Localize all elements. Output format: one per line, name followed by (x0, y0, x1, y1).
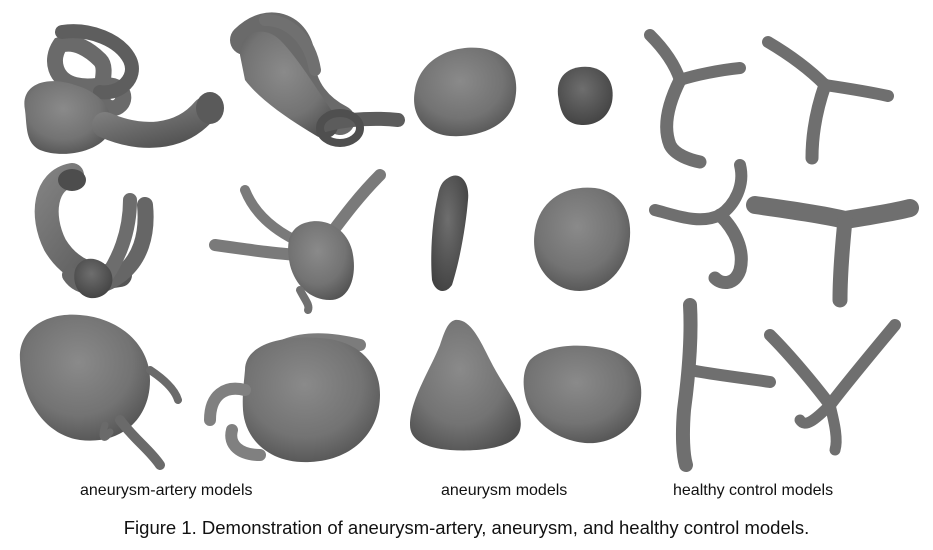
healthy-control-model-2 (762, 36, 894, 165)
aneurysm-artery-model-6 (204, 333, 380, 463)
aneurysm-label: aneurysm models (441, 482, 568, 499)
healthy-control-model-1 (644, 29, 746, 169)
aneurysm-artery-model-3 (34, 163, 154, 299)
aneurysm-artery-model-2 (230, 12, 405, 147)
healthy-control-model-5 (675, 298, 776, 472)
aneurysm-artery-label: aneurysm-artery models (80, 482, 253, 499)
aneurysm-model-3 (431, 175, 469, 292)
aneurysm-model-4 (534, 187, 631, 291)
healthy-control-model-6 (764, 319, 901, 456)
aneurysm-model-6 (523, 345, 642, 444)
healthy-control-model-3 (649, 159, 748, 289)
aneurysm-model-2 (557, 66, 613, 126)
aneurysm-model-5 (410, 319, 521, 451)
healthy-control-model-4 (746, 196, 919, 308)
aneurysm-artery-model-5 (19, 314, 182, 470)
healthy-control-label: healthy control models (673, 482, 834, 499)
aneurysm-model-1 (414, 47, 517, 137)
aneurysm-artery-model-4 (209, 169, 386, 314)
figure-caption: Figure 1. Demonstration of aneurysm-arte… (123, 517, 810, 538)
aneurysm-artery-model-1 (24, 24, 224, 154)
